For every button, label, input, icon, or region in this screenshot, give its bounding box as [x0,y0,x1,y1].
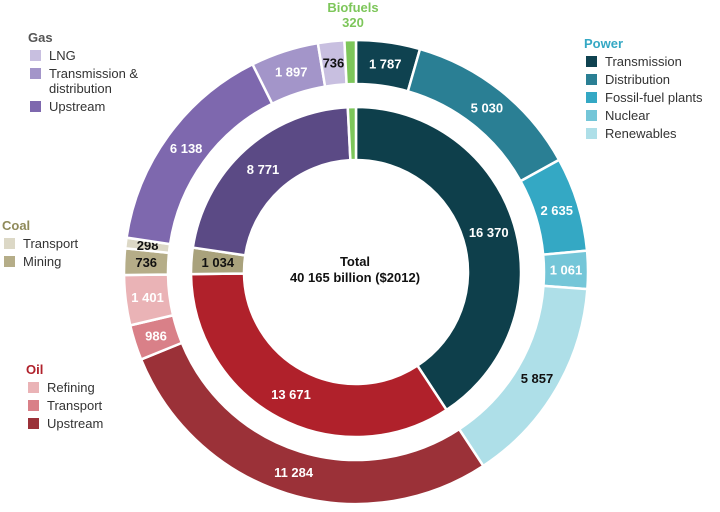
inner-slice-biofuels [346,105,358,162]
center-label: Total 40 165 billion ($2012) [255,254,455,286]
legend-title: Power [584,36,624,51]
legend-item: Mining [2,254,78,269]
legend-label: LNG [49,48,76,63]
legend-item: Transmission & distribution [28,66,169,96]
legend-swatch [28,400,39,411]
legend-swatch [30,101,41,112]
legend-title: Oil [26,362,44,377]
legend-swatch [4,238,15,249]
legend-swatch [30,68,41,79]
legend-item: Refining [26,380,103,395]
legend-item: Nuclear [584,108,703,123]
outer-slice-biofuels-biofuels [343,38,358,86]
legend-label: Mining [23,254,62,269]
outer-data-label: 1 401 [131,290,164,305]
legend-label: Nuclear [605,108,650,123]
legend-swatch [28,382,39,393]
legend-swatch [4,256,15,267]
outer-data-label: 1 897 [275,65,308,80]
legend-title: Coal [2,218,31,233]
legend-label: Transmission & distribution [49,66,139,96]
legend-item: Upstream [28,99,169,114]
biofuels-title: Biofuels [327,0,379,15]
legend-swatch [586,92,597,103]
legend-item: Upstream [26,416,103,431]
outer-data-label: 736 [323,56,345,71]
legend-swatch [28,418,39,429]
outer-data-label: 5 857 [521,371,554,386]
inner-data-label: 13 671 [271,387,311,402]
outer-data-label: 1 787 [369,57,402,72]
legend-label: Renewables [605,126,677,141]
inner-slice-oil [189,272,449,439]
outer-data-label: 2 635 [540,203,573,218]
biofuels-value: 320 [342,15,364,30]
legend-item: Fossil-fuel plants [584,90,703,105]
legend-label: Distribution [605,72,671,87]
legend-item: Transport [2,236,78,251]
legend-swatch [586,74,597,85]
outer-data-label: 6 138 [170,141,203,156]
outer-data-label: 736 [135,255,157,270]
legend-item: LNG [28,48,169,63]
legend-power: Power Transmission Distribution Fossil-fuel… [584,36,703,144]
center-title: Total [339,254,371,269]
legend-label: Fossil-fuel plants [605,90,703,105]
legend-label: Transport [23,236,79,251]
outer-data-label: 986 [145,328,167,343]
legend-gas: Gas LNG Transmission & distribution Upstrea… [28,30,169,117]
legend-label: Upstream [49,99,106,114]
inner-data-label: 1 034 [202,255,235,270]
inner-data-label: 16 370 [469,225,509,240]
legend-item: Distribution [584,72,703,87]
legend-label: Transmission [605,54,682,69]
inner-data-label: 8 771 [247,162,280,177]
outer-data-label: 11 284 [274,465,314,480]
legend-oil: Oil Refining Transport Upstream [26,362,103,434]
legend-label: Refining [47,380,95,395]
legend-item: Transport [26,398,103,413]
legend-swatch [586,128,597,139]
legend-label: Upstream [47,416,104,431]
biofuels-label: Biofuels 320 [318,0,388,30]
legend-swatch [586,56,597,67]
legend-swatch [30,50,41,61]
outer-data-label: 5 030 [471,100,504,115]
inner-slice-power [354,105,523,412]
legend-label: Transport [47,398,103,413]
legend-item: Transmission [584,54,703,69]
legend-title: Gas [28,30,53,45]
legend-item: Renewables [584,126,703,141]
outer-data-label: 1 061 [550,263,583,278]
center-total: 40 165 billion ($2012) [289,270,421,285]
legend-coal: Coal Transport Mining [2,218,78,272]
legend-swatch [586,110,597,121]
